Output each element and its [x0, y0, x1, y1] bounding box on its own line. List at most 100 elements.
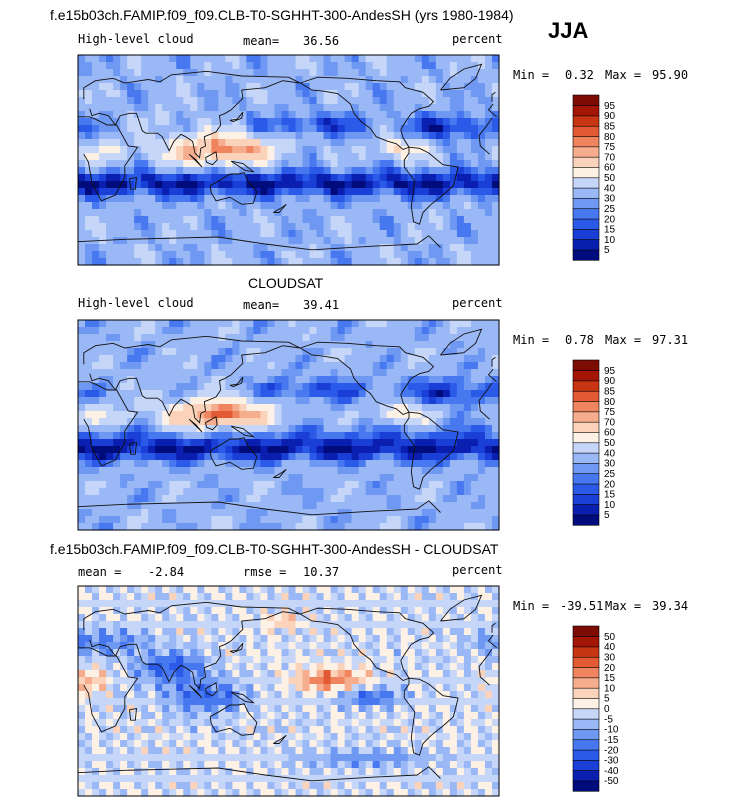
- map-cell: [246, 474, 255, 482]
- map-cell: [232, 663, 240, 671]
- map-cell: [106, 460, 114, 468]
- map-cell: [113, 663, 121, 671]
- map-cell: [106, 397, 114, 405]
- map-cell: [344, 516, 353, 524]
- map-cell: [239, 719, 247, 727]
- map-cell: [141, 251, 149, 259]
- map-cell: [337, 181, 346, 189]
- map-cell: [134, 334, 142, 342]
- map-cell: [232, 635, 240, 643]
- colorbar-label: 5: [604, 245, 610, 256]
- map-cell: [190, 502, 198, 510]
- map-cell: [442, 258, 451, 266]
- map-cell: [351, 467, 360, 475]
- map-cell: [323, 209, 332, 217]
- map-cell: [183, 55, 191, 63]
- map-cell: [358, 446, 367, 454]
- map-cell: [197, 642, 205, 650]
- map-cell: [400, 586, 409, 594]
- map-cell: [246, 516, 255, 524]
- map-cell: [330, 677, 339, 685]
- map-cell: [414, 516, 423, 524]
- map-cell: [449, 404, 458, 412]
- map-cell: [267, 251, 276, 259]
- map-cell: [176, 76, 184, 84]
- map-cell: [491, 593, 500, 601]
- map-cell: [169, 628, 177, 636]
- map-cell: [302, 607, 311, 615]
- map-cell: [323, 383, 332, 391]
- map-cell: [428, 404, 437, 412]
- map-cell: [141, 649, 149, 657]
- map-cell: [113, 62, 121, 70]
- map-cell: [295, 118, 304, 126]
- map-cell: [169, 712, 177, 720]
- map-cell: [295, 195, 304, 203]
- map-cell: [470, 439, 479, 447]
- map-cell: [106, 76, 114, 84]
- map-cell: [449, 118, 458, 126]
- map-cell: [330, 139, 339, 147]
- map-cell: [176, 684, 184, 692]
- map-cell: [78, 453, 86, 461]
- map-cell: [141, 376, 149, 384]
- map-cell: [477, 418, 486, 426]
- map-cell: [379, 55, 388, 63]
- map-cell: [267, 327, 276, 335]
- map-cell: [484, 202, 493, 210]
- map-cell: [351, 502, 360, 510]
- map-cell: [309, 684, 318, 692]
- map-cell: [148, 635, 156, 643]
- map-cell: [295, 188, 304, 196]
- map-cell: [162, 705, 170, 713]
- map-cell: [183, 439, 191, 447]
- map-cell: [393, 453, 402, 461]
- map-cell: [246, 334, 255, 342]
- map-cell: [155, 209, 163, 217]
- map-cell: [309, 83, 318, 91]
- map-cell: [330, 467, 339, 475]
- map-cell: [309, 509, 318, 517]
- map-cell: [477, 621, 486, 629]
- map-cell: [246, 55, 255, 63]
- map-cell: [316, 348, 325, 356]
- map-cell: [358, 698, 367, 706]
- map-cell: [204, 251, 212, 259]
- map-cell: [295, 83, 304, 91]
- map-cell: [141, 202, 149, 210]
- map-cell: [351, 188, 360, 196]
- map-cell: [253, 83, 262, 91]
- map-cell: [204, 691, 212, 699]
- map-cell: [421, 586, 430, 594]
- map-cell: [92, 118, 100, 126]
- map-cell: [372, 586, 381, 594]
- map-cell: [274, 348, 283, 356]
- map-cell: [302, 383, 311, 391]
- map-cell: [99, 251, 107, 259]
- map-cell: [316, 439, 325, 447]
- map-cell: [99, 132, 107, 140]
- map-cell: [239, 481, 247, 489]
- map-cell: [435, 663, 444, 671]
- map-cell: [470, 244, 479, 252]
- map-cell: [470, 397, 479, 405]
- map-cell: [463, 516, 472, 524]
- map-cell: [267, 237, 276, 245]
- map-cell: [288, 614, 297, 622]
- map-cell: [211, 90, 219, 98]
- map-cell: [246, 642, 255, 650]
- map-cell: [176, 467, 184, 475]
- map-cell: [232, 425, 240, 433]
- map-cell: [99, 621, 107, 629]
- map-cell: [428, 397, 437, 405]
- map-cell: [470, 502, 479, 510]
- map-cell: [421, 691, 430, 699]
- map-cell: [92, 593, 100, 601]
- map-cell: [302, 656, 311, 664]
- map-cell: [316, 97, 325, 105]
- map-cell: [393, 425, 402, 433]
- map-cell: [232, 404, 240, 412]
- map-cell: [428, 488, 437, 496]
- map-cell: [267, 118, 276, 126]
- map-cell: [218, 160, 226, 168]
